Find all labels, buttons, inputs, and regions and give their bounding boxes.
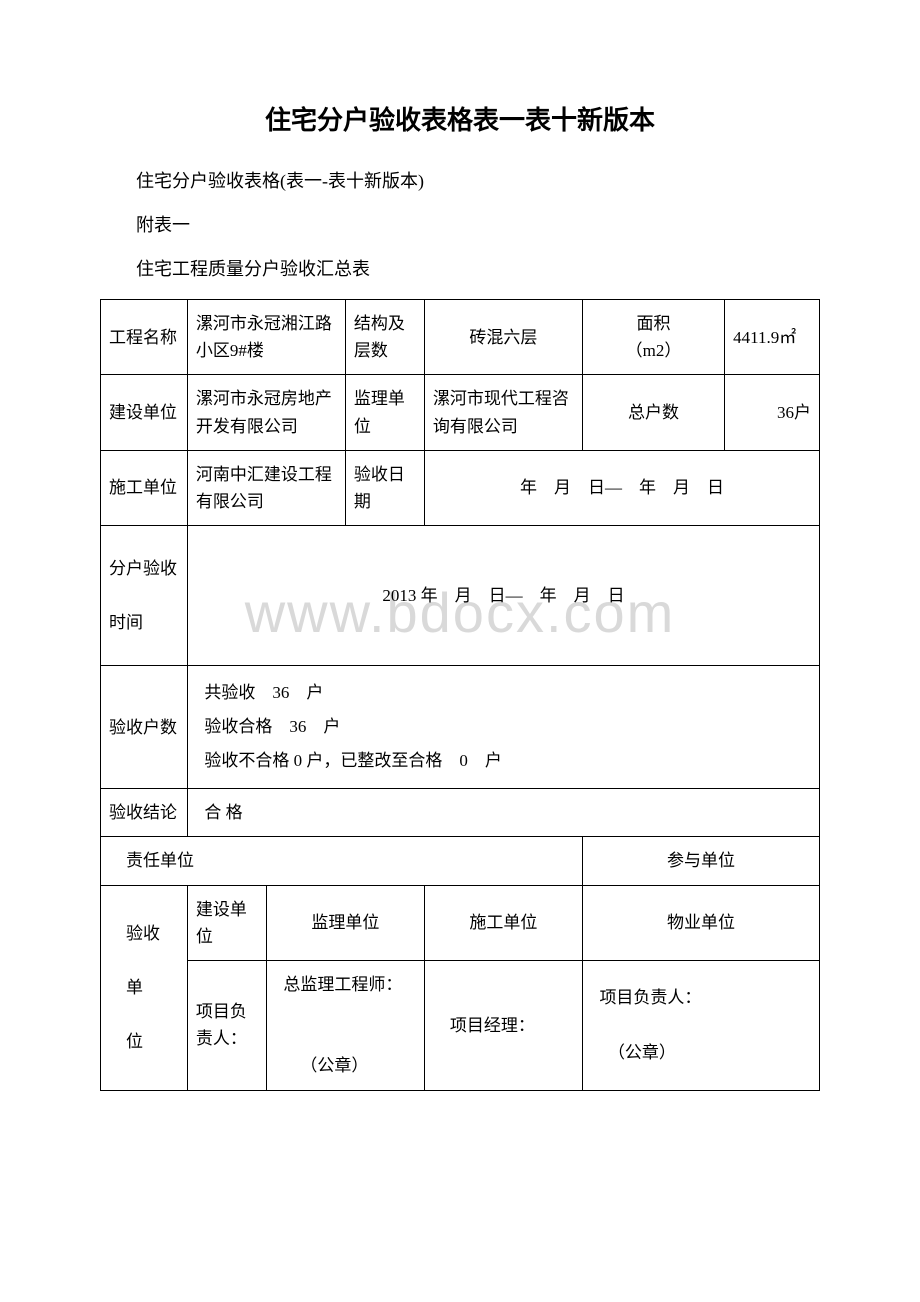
- table-row: 项目负责人： 总监理工程师： （公章） 项目经理： 项目负责人： （公章）: [101, 960, 820, 1090]
- household-accept-time-label: 分户验收 时间: [101, 526, 188, 666]
- project-name-value: 漯河市永冠湘江路小区9#楼: [187, 300, 345, 375]
- supervise-unit-value: 漯河市现代工程咨询有限公司: [424, 375, 582, 450]
- accept-count-label: 验收户数: [101, 666, 188, 789]
- total-households-label: 总户数: [582, 375, 724, 450]
- supervise-unit-label: 监理单位: [345, 375, 424, 450]
- intro-line-3: 住宅工程质量分户验收汇总表: [100, 255, 820, 281]
- structure-value: 砖混六层: [424, 300, 582, 375]
- responsible-unit-label: 责任单位: [101, 837, 583, 885]
- build-unit-sign: 项目负责人：: [187, 960, 266, 1090]
- table-row: 工程名称 漯河市永冠湘江路小区9#楼 结构及层数 砖混六层 面积 （m2） 44…: [101, 300, 820, 375]
- table-row: 验收结论 合 格: [101, 789, 820, 837]
- intro-line-1: 住宅分户验收表格(表一-表十新版本): [100, 167, 820, 193]
- table-row: 验收户数 共验收 36 户 验收合格 36 户 验收不合格 0 户，已整改至合格…: [101, 666, 820, 789]
- accept-date-value: 年 月 日— 年 月 日: [424, 450, 819, 525]
- accept-date-label: 验收日期: [345, 450, 424, 525]
- conclusion-label: 验收结论: [101, 789, 188, 837]
- construct-unit-sign: 项目经理：: [424, 960, 582, 1090]
- area-label: 面积 （m2）: [582, 300, 724, 375]
- property-unit-header: 物业单位: [582, 885, 819, 960]
- build-unit-header: 建设单位: [187, 885, 266, 960]
- project-name-label: 工程名称: [101, 300, 188, 375]
- table-row: 建设单位 漯河市永冠房地产开发有限公司 监理单位 漯河市现代工程咨询有限公司 总…: [101, 375, 820, 450]
- construct-unit-value: 河南中汇建设工程有限公司: [187, 450, 345, 525]
- build-unit-value: 漯河市永冠房地产开发有限公司: [187, 375, 345, 450]
- construct-unit-label: 施工单位: [101, 450, 188, 525]
- total-households-value: 36户: [725, 375, 820, 450]
- conclusion-value: 合 格: [187, 789, 819, 837]
- table-row: 施工单位 河南中汇建设工程有限公司 验收日期 年 月 日— 年 月 日: [101, 450, 820, 525]
- table-row: 验收 单 位 建设单位 监理单位 施工单位 物业单位: [101, 885, 820, 960]
- build-unit-label: 建设单位: [101, 375, 188, 450]
- area-value: 4411.9㎡: [725, 300, 820, 375]
- accept-unit-side-label: 验收 单 位: [101, 885, 188, 1090]
- acceptance-table: 工程名称 漯河市永冠湘江路小区9#楼 结构及层数 砖混六层 面积 （m2） 44…: [100, 299, 820, 1091]
- supervise-unit-header: 监理单位: [266, 885, 424, 960]
- table-row: 责任单位 参与单位: [101, 837, 820, 885]
- structure-label: 结构及层数: [345, 300, 424, 375]
- page-title: 住宅分户验收表格表一表十新版本: [100, 100, 820, 137]
- household-accept-time-value: 2013 年 月 日— 年 月 日: [187, 526, 819, 666]
- supervise-unit-sign: 总监理工程师： （公章）: [266, 960, 424, 1090]
- construct-unit-header: 施工单位: [424, 885, 582, 960]
- participate-unit-label: 参与单位: [582, 837, 819, 885]
- table-row: 分户验收 时间 2013 年 月 日— 年 月 日: [101, 526, 820, 666]
- intro-line-2: 附表一: [100, 211, 820, 237]
- property-unit-sign: 项目负责人： （公章）: [582, 960, 819, 1090]
- accept-count-value: 共验收 36 户 验收合格 36 户 验收不合格 0 户，已整改至合格 0 户: [187, 666, 819, 789]
